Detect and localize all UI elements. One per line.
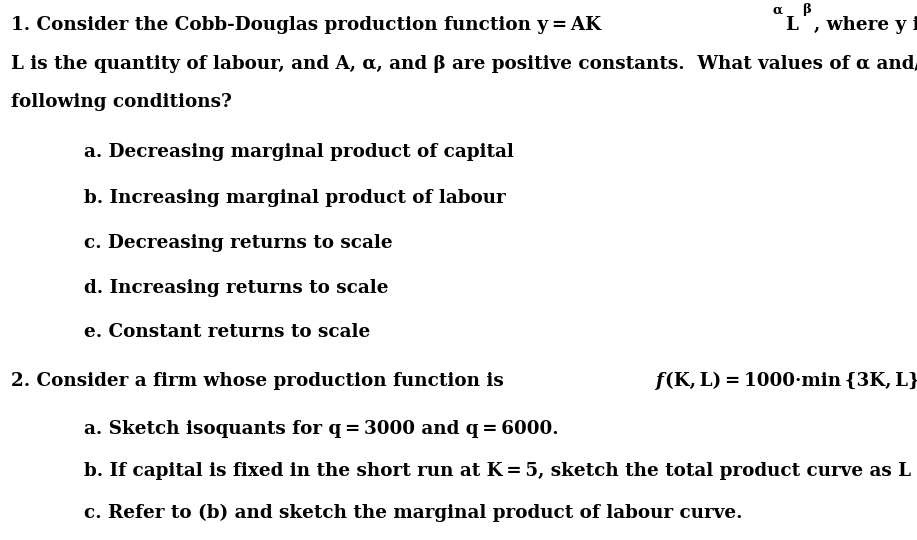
Text: d. Increasing returns to scale: d. Increasing returns to scale: [84, 279, 389, 296]
Text: α: α: [772, 3, 782, 17]
Text: e. Constant returns to scale: e. Constant returns to scale: [84, 323, 370, 341]
Text: , where y is output, K is the quantity of capital,: , where y is output, K is the quantity o…: [813, 16, 917, 33]
Text: b. If capital is fixed in the short run at K = 5, sketch the total product curve: b. If capital is fixed in the short run …: [84, 462, 917, 480]
Text: 2. Consider a firm whose production function is: 2. Consider a firm whose production func…: [11, 372, 510, 390]
Text: following conditions?: following conditions?: [11, 93, 232, 111]
Text: L: L: [786, 16, 799, 33]
Text: c. Refer to (b) and sketch the marginal product of labour curve.: c. Refer to (b) and sketch the marginal …: [84, 504, 743, 522]
Text: a. Sketch isoquants for q = 3000 and q = 6000.: a. Sketch isoquants for q = 3000 and q =…: [84, 420, 559, 438]
Text: β: β: [802, 3, 811, 17]
Text: a. Decreasing marginal product of capital: a. Decreasing marginal product of capita…: [84, 143, 514, 160]
Text: f: f: [655, 372, 663, 390]
Text: L is the quantity of labour, and A, α, and β are positive constants.  What value: L is the quantity of labour, and A, α, a…: [11, 55, 917, 72]
Text: b. Increasing marginal product of labour: b. Increasing marginal product of labour: [84, 189, 506, 207]
Text: 1. Consider the Cobb-Douglas production function y = AK: 1. Consider the Cobb-Douglas production …: [11, 16, 602, 33]
Text: (K, L) = 1000·min {3K, L}.: (K, L) = 1000·min {3K, L}.: [665, 372, 917, 390]
Text: c. Decreasing returns to scale: c. Decreasing returns to scale: [84, 234, 393, 252]
